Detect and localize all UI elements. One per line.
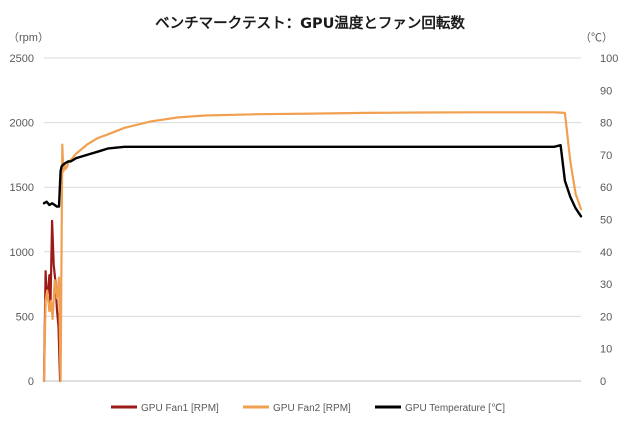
gridlines xyxy=(44,57,581,382)
y-right-tick-label: 90 xyxy=(600,85,612,97)
y-right-tick-label: 100 xyxy=(600,53,618,65)
legend: GPU Fan1 [RPM] GPU Fan2 [RPM] GPU Temperat… xyxy=(111,403,505,414)
y-right-tick-label: 80 xyxy=(600,118,612,130)
y-left-tick-label: 2500 xyxy=(10,53,34,65)
series-line-2 xyxy=(42,111,583,383)
y-right-tick-label: 60 xyxy=(600,182,612,194)
legend-label: GPU Temperature [℃] xyxy=(405,403,505,414)
y-left-tick-label: 2000 xyxy=(10,118,34,130)
y-left-tick-labels: 0 500 1000 1500 2000 2500 xyxy=(10,53,34,388)
y-left-tick-label: 0 xyxy=(28,376,34,388)
series-line-3 xyxy=(42,143,583,218)
series-lines xyxy=(42,111,583,383)
y-right-tick-label: 20 xyxy=(600,311,612,323)
y-left-unit: （rpm） xyxy=(8,31,49,44)
legend-label: GPU Fan1 [RPM] xyxy=(141,403,219,414)
y-right-tick-label: 40 xyxy=(600,247,612,259)
y-right-tick-label: 70 xyxy=(600,150,612,162)
y-right-tick-label: 0 xyxy=(600,376,606,388)
chart-title: ベンチマークテスト：GPU温度とファン回転数 xyxy=(155,14,465,32)
y-right-tick-label: 10 xyxy=(600,344,612,356)
y-right-tick-label: 30 xyxy=(600,279,612,291)
legend-label: GPU Fan2 [RPM] xyxy=(273,403,351,414)
y-left-tick-label: 500 xyxy=(16,311,34,323)
y-right-tick-labels: 0 10 20 30 40 50 60 70 80 90 100 xyxy=(600,53,618,388)
y-left-tick-label: 1500 xyxy=(10,182,34,194)
y-right-unit: （℃） xyxy=(580,31,613,44)
y-left-tick-label: 1000 xyxy=(10,247,34,259)
y-right-tick-label: 50 xyxy=(600,215,612,227)
